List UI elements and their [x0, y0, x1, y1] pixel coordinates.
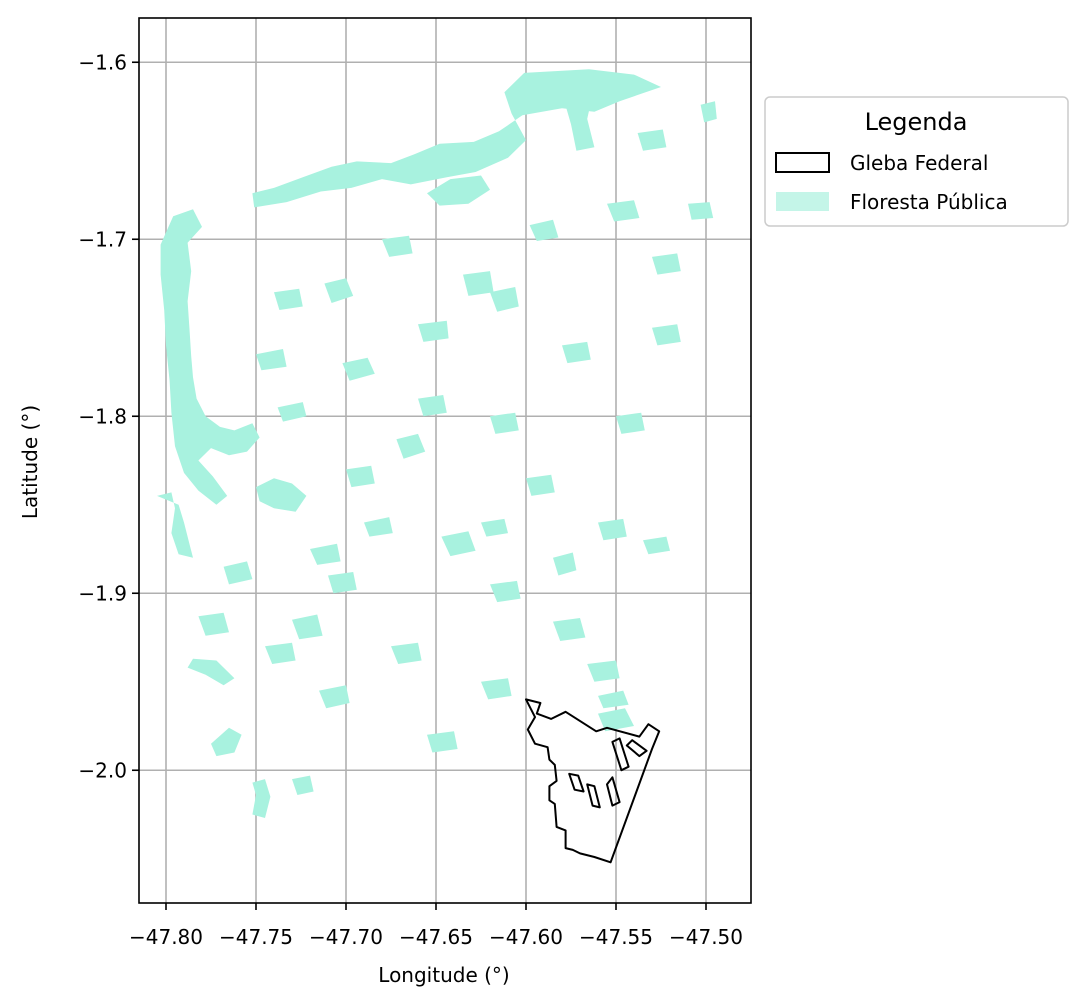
floresta-publica-layer — [157, 69, 717, 818]
floresta-publica-polygon — [310, 543, 341, 565]
floresta-publica-polygon — [526, 474, 555, 496]
floresta-publica-polygon — [616, 412, 645, 434]
floresta-publica-polygon — [157, 492, 193, 558]
floresta-publica-polygon — [652, 253, 681, 275]
floresta-publica-polygon — [418, 320, 449, 342]
y-axis-label: Latitude (°) — [18, 405, 42, 519]
floresta-publica-polygon — [324, 278, 354, 303]
floresta-publica-polygon — [187, 658, 235, 686]
floresta-publica-polygon — [563, 72, 595, 151]
floresta-publica-polygon — [277, 402, 307, 422]
plot-frame — [138, 17, 752, 904]
floresta-publica-polygon — [637, 129, 667, 151]
floresta-publica-polygon — [688, 202, 714, 220]
y-tick-label: −1.6 — [78, 50, 127, 74]
floresta-publica-polygon — [643, 536, 670, 555]
floresta-publica-polygon — [292, 775, 314, 795]
floresta-publica-polygon — [252, 69, 661, 208]
y-axis-ticks: −1.6 −1.7 −1.8 −1.9 −2.0 — [78, 50, 139, 782]
floresta-publica-polygon — [364, 517, 393, 537]
x-tick-label: −47.60 — [489, 925, 563, 949]
floresta-publica-polygon — [463, 271, 494, 296]
x-axis-label: Longitude (°) — [378, 963, 509, 987]
floresta-publica-polygon — [607, 200, 640, 222]
y-tick-label: −1.7 — [78, 227, 127, 251]
floresta-publica-polygon — [481, 518, 508, 537]
legend-title: Legenda — [865, 108, 968, 136]
floresta-publica-polygon — [562, 341, 591, 364]
floresta-publica-polygon — [274, 288, 303, 310]
floresta-publica-polygon — [700, 101, 717, 123]
floresta-publica-polygon — [342, 357, 375, 381]
floresta-publica-polygon — [587, 660, 620, 682]
gleba-federal-polygon — [625, 739, 648, 758]
floresta-publica-polygon — [481, 678, 512, 700]
gleba-federal-polygon — [525, 698, 661, 864]
floresta-publica-polygon — [441, 531, 476, 557]
floresta-publica-polygon — [553, 552, 577, 576]
x-tick-label: −47.65 — [399, 925, 473, 949]
x-tick-label: −47.50 — [669, 925, 743, 949]
floresta-publica-polygon — [265, 642, 296, 664]
legend-swatch-gleba-federal — [775, 152, 830, 173]
floresta-publica-polygon — [292, 614, 323, 640]
gleba-federal-polygon — [586, 783, 601, 809]
floresta-publica-polygon — [256, 478, 307, 512]
legend-label-gleba-federal: Gleba Federal — [850, 151, 988, 175]
x-tick-label: −47.75 — [219, 925, 293, 949]
floresta-publica-polygon — [598, 518, 627, 541]
floresta-publica-polygon — [346, 465, 375, 488]
floresta-publica-polygon — [529, 219, 559, 241]
floresta-publica-polygon — [418, 395, 447, 417]
floresta-publica-polygon — [252, 779, 271, 818]
floresta-publica-polygon — [160, 209, 260, 505]
floresta-publica-polygon — [490, 580, 521, 603]
floresta-publica-polygon — [319, 685, 350, 709]
floresta-publica-polygon — [490, 412, 519, 434]
x-tick-label: −47.80 — [129, 925, 203, 949]
floresta-publica-polygon — [396, 433, 426, 459]
legend-box — [764, 96, 1069, 227]
y-tick-label: −1.8 — [78, 404, 127, 428]
x-tick-label: −47.70 — [309, 925, 383, 949]
gleba-federal-polygon — [606, 776, 621, 807]
gleba-federal-layer — [525, 698, 661, 864]
gleba-federal-polygon — [611, 737, 630, 772]
floresta-publica-polygon — [198, 612, 229, 636]
floresta-publica-polygon — [223, 561, 253, 585]
floresta-publica-polygon — [598, 708, 634, 732]
gleba-federal-polygon — [568, 772, 585, 793]
floresta-publica-polygon — [490, 287, 519, 312]
legend: Legenda Gleba Federal Floresta Pública — [764, 96, 1069, 227]
floresta-publica-polygon — [427, 175, 490, 206]
floresta-publica-polygon — [211, 727, 242, 757]
floresta-publica-polygon — [553, 618, 586, 641]
floresta-publica-polygon — [427, 731, 458, 753]
y-tick-label: −1.9 — [78, 581, 127, 605]
x-axis-ticks: −47.80 −47.75 −47.70 −47.65 −47.60 −47.55 −47.… — [129, 903, 743, 949]
y-tick-label: −2.0 — [78, 758, 127, 782]
floresta-publica-polygon — [256, 349, 287, 371]
floresta-publica-polygon — [328, 572, 357, 594]
legend-swatch-floresta-publica — [776, 192, 829, 211]
floresta-publica-polygon — [391, 642, 422, 664]
x-tick-label: −47.55 — [579, 925, 653, 949]
floresta-publica-polygon — [598, 690, 629, 709]
floresta-publica-polygon — [652, 324, 681, 346]
legend-label-floresta-publica: Floresta Pública — [850, 190, 1008, 214]
floresta-publica-polygon — [382, 235, 413, 257]
